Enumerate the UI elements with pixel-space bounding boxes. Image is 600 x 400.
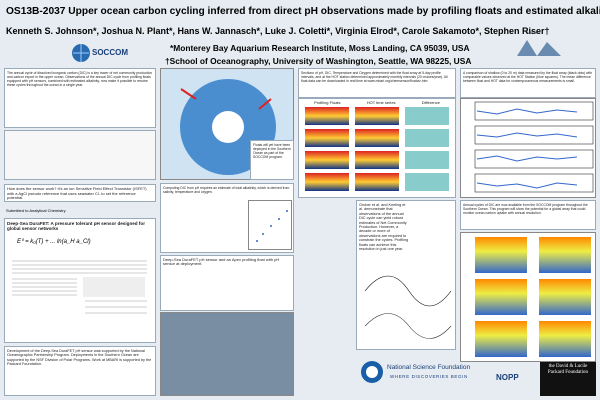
annual-plots bbox=[460, 232, 596, 362]
ncp-paragraph: Gruber et al. and Keeling et al. demonst… bbox=[359, 203, 409, 252]
map-caption: Floats will yet have been deployed in th… bbox=[250, 140, 294, 180]
title: OS13B-2037 Upper ocean carbon cycling in… bbox=[6, 6, 600, 17]
soccom-logo: SOCCOM bbox=[92, 48, 128, 57]
section-grid bbox=[305, 107, 449, 191]
mbari-logo-mark bbox=[517, 40, 561, 56]
photo-caption: Deep-Sea DuraFET pH sensor and an Apex p… bbox=[160, 255, 294, 311]
mbari-logo: MBARI bbox=[527, 30, 540, 35]
affiliation: *Monterey Bay Aquarium Research Institut… bbox=[170, 43, 470, 53]
comparison-text: A comparison of shallow (0 to 20 m) data… bbox=[460, 68, 596, 98]
submitted: Submitted to Analytical Chemistry bbox=[6, 208, 66, 213]
section-plots: Profiling Floats HOT time series Differenc… bbox=[298, 98, 456, 198]
annual-text: Annual cycles of DIC are now available f… bbox=[460, 200, 596, 230]
sensor-text: How does the sensor work? It's an ion Se… bbox=[4, 184, 156, 202]
panel-label: Profiling Floats bbox=[314, 100, 341, 105]
references bbox=[4, 130, 156, 180]
ncp-plot bbox=[364, 276, 452, 340]
nopp-logo: NOPP bbox=[496, 373, 519, 382]
panel-labels: Profiling Floats HOT time series Differenc… bbox=[301, 101, 453, 105]
affiliation: †School of Oceanography, University of W… bbox=[165, 56, 472, 66]
nsf-tagline: WHERE DISCOVERIES BEGIN bbox=[390, 374, 468, 379]
svg-text:E⁰ = k₀(T) + ... ln(a_H a_Cl): E⁰ = k₀(T) + ... ln(a_H a_Cl) bbox=[17, 238, 91, 245]
photo bbox=[160, 312, 294, 396]
intro-text: The annual cycle of dissolved inorganic … bbox=[4, 68, 156, 128]
nsf-name: National Science Foundation bbox=[387, 364, 471, 371]
panel-label: HOT time series bbox=[366, 100, 396, 105]
alkalinity-plot bbox=[248, 200, 292, 250]
ncp-text: Gruber et al. and Keeling et al. demonst… bbox=[356, 200, 456, 350]
funding: Development of the Deep-Sea DuraFET pH s… bbox=[4, 346, 156, 396]
soccom-globe bbox=[72, 44, 90, 62]
panel-label: Difference bbox=[421, 100, 440, 105]
packard-logo: the David & Lucile Packard Foundation bbox=[540, 362, 596, 396]
nsf-seal bbox=[361, 361, 383, 383]
paper-body: E⁰ = k₀(T) + ... ln(a_H a_Cl) bbox=[12, 238, 147, 314]
paper-title: Deep-Sea DuraFET: A pressure tolerant pH… bbox=[7, 221, 146, 231]
sections-text: Sections of pH, DIC, Temperature and Oxy… bbox=[298, 68, 456, 98]
authors: Kenneth S. Johnson*, Joshua N. Plant*, H… bbox=[6, 26, 550, 36]
comparison-plots bbox=[460, 98, 596, 198]
paper: Deep-Sea DuraFET: A pressure tolerant pH… bbox=[4, 218, 156, 343]
